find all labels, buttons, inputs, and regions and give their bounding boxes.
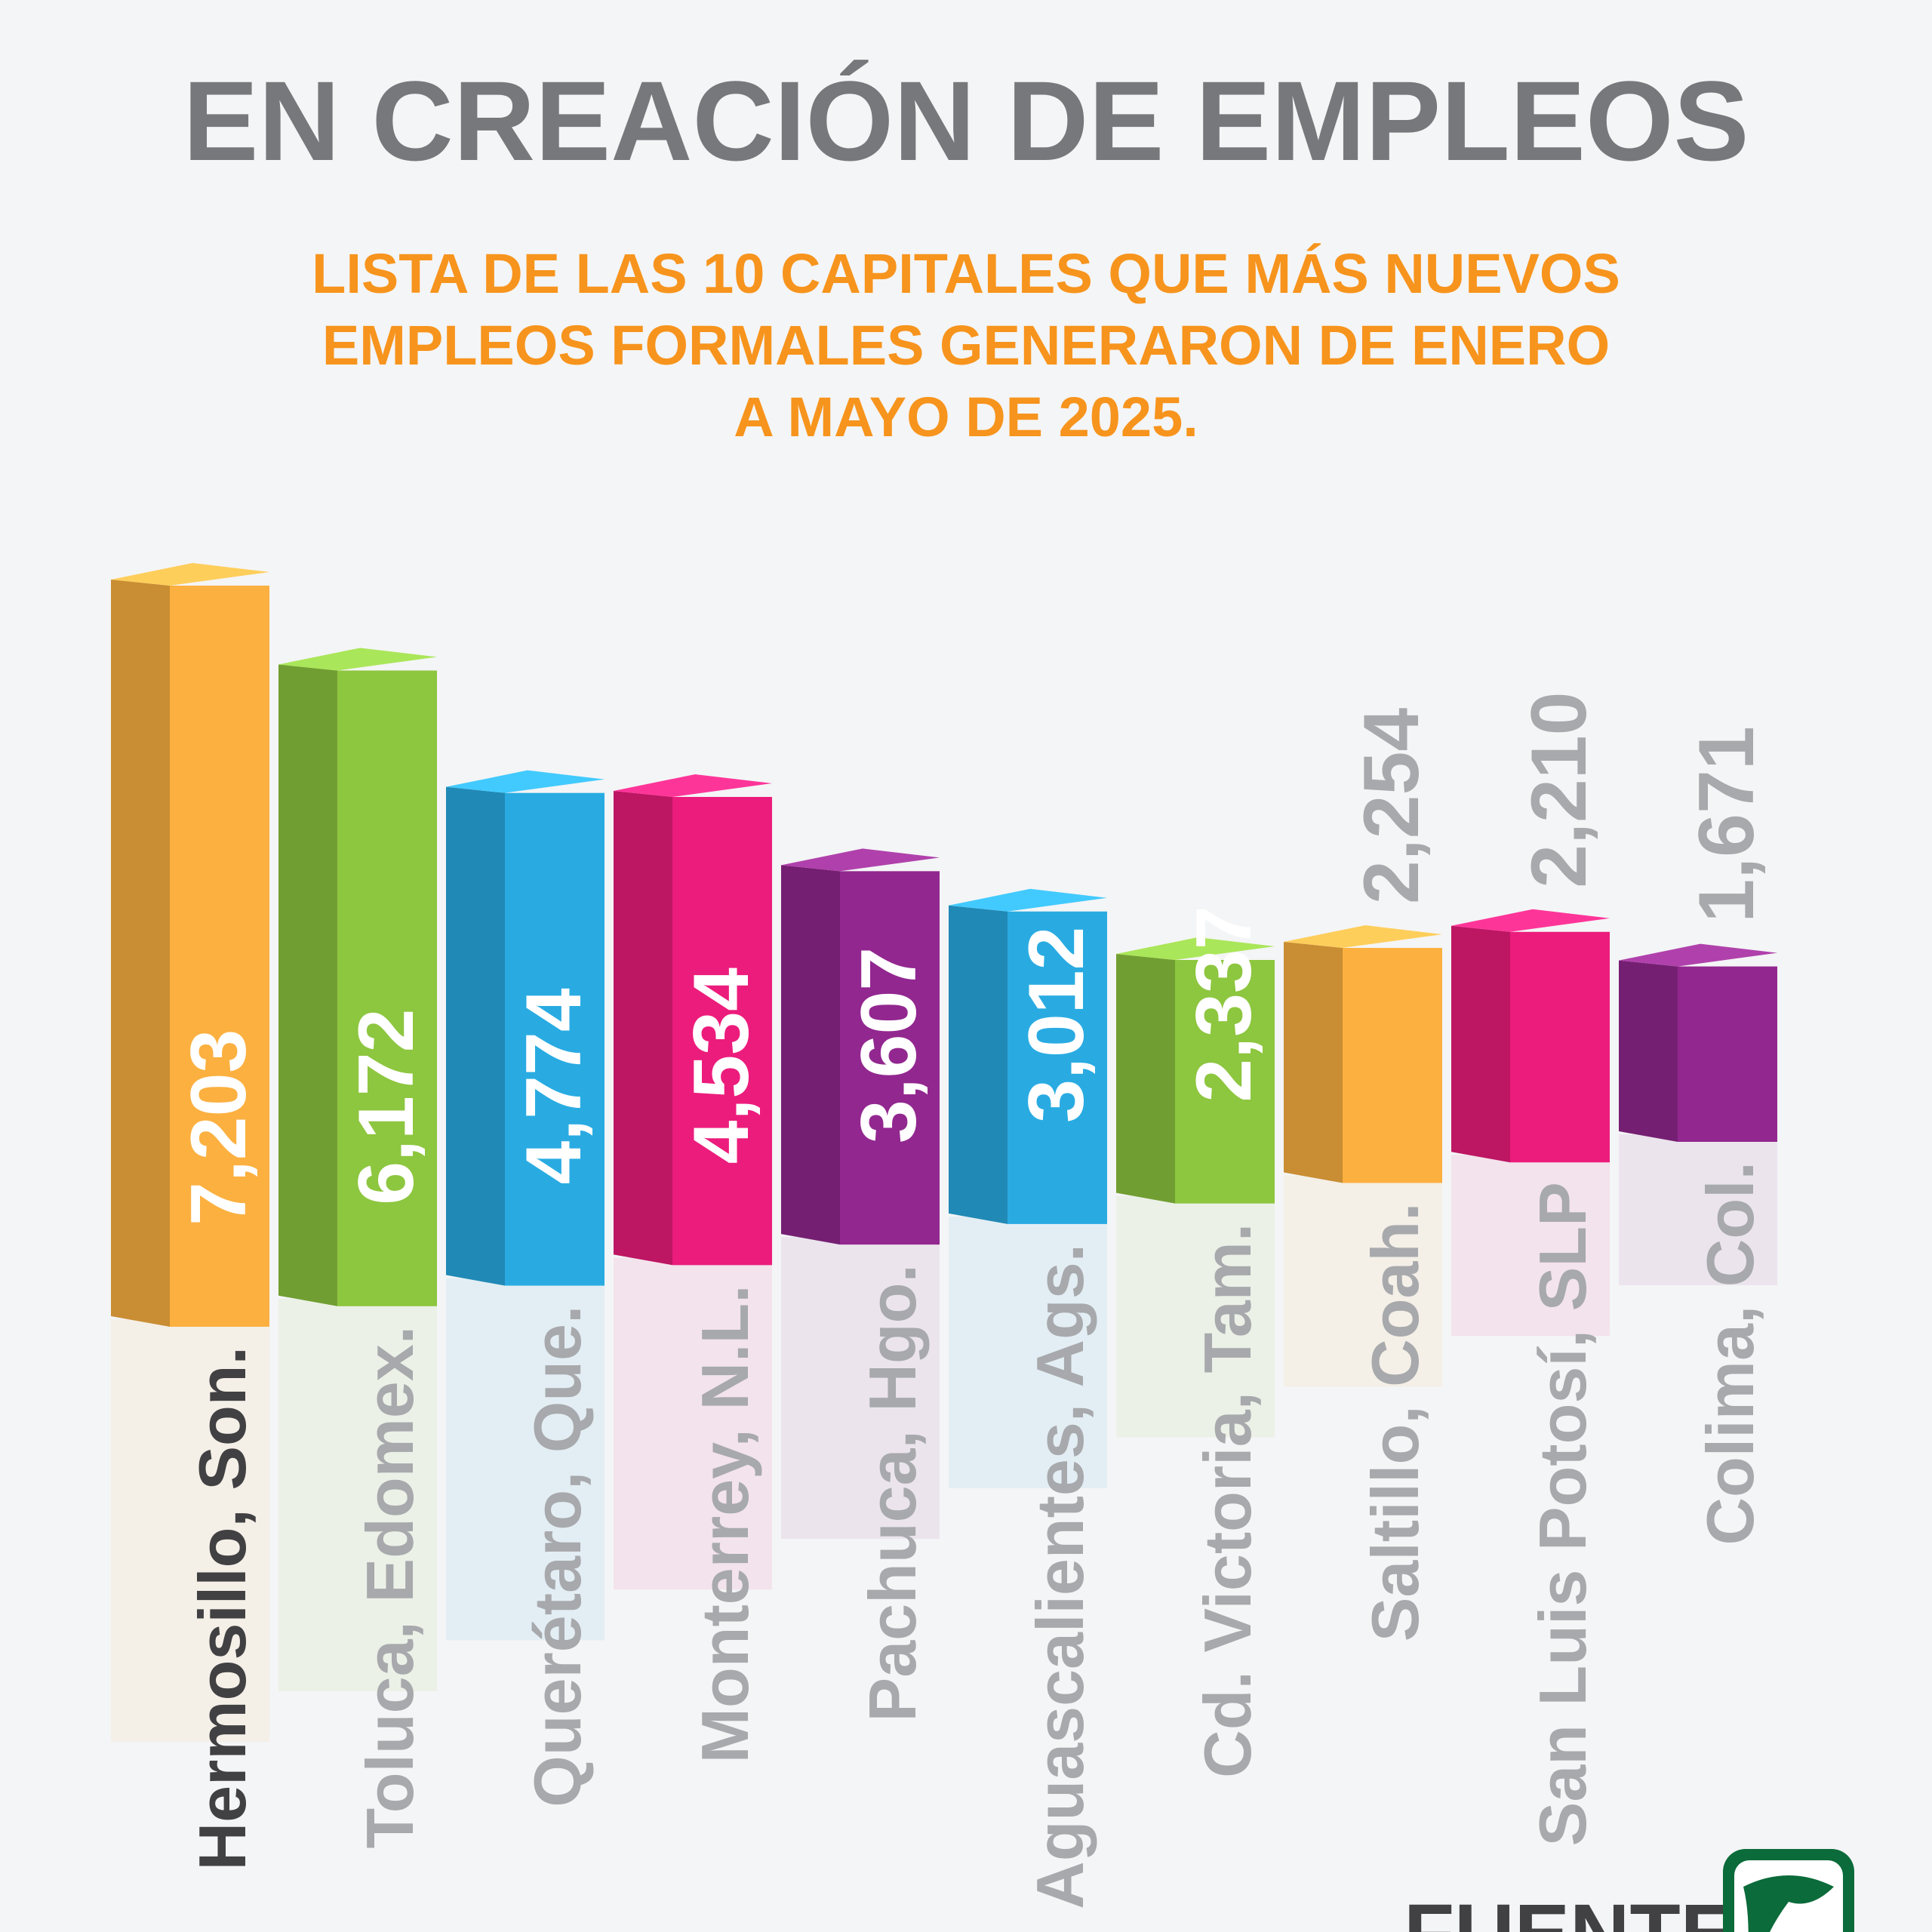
bar-side [781, 865, 840, 1245]
bar-front [672, 796, 772, 1266]
bar-front [505, 792, 605, 1286]
bar-top [446, 770, 605, 793]
reflection [614, 1257, 772, 1590]
bar-front [840, 871, 940, 1245]
bar-top [1451, 909, 1610, 932]
subtitle-line: A MAYO DE 2025. [734, 386, 1198, 448]
value-label: 4,774 [510, 988, 598, 1184]
bar-front [1510, 931, 1610, 1163]
subtitle-line: LISTA DE LAS 10 CAPITALES QUE MÁS NUEVOS [312, 242, 1620, 305]
bar-front [1175, 960, 1275, 1204]
reflection [1619, 1134, 1777, 1285]
bar-side [446, 786, 505, 1286]
bar-top [1619, 943, 1777, 967]
bar-top [1284, 925, 1442, 949]
reflection [1451, 1155, 1610, 1337]
bars: 7,203 Hermosillo, Son. 6,172 Toluca, Edomex… [111, 562, 1777, 1909]
category-label: Monterrey, N.L. [688, 1284, 762, 1763]
category-label: Cd. Victoria, Tam. [1190, 1223, 1265, 1778]
value-label: 3,012 [1013, 927, 1100, 1123]
reflection [111, 1319, 269, 1742]
value-label: 1,671 [1683, 726, 1770, 922]
bar-side [614, 790, 672, 1266]
value-label: 4,534 [678, 968, 765, 1164]
logo [1723, 1849, 1854, 1932]
value-label: 2,210 [1515, 692, 1603, 888]
bar-side [278, 664, 337, 1306]
category-label: Querétaro, Que. [520, 1306, 595, 1807]
bar-top [781, 848, 940, 872]
category-label: Colima, Col. [1693, 1161, 1767, 1546]
value-label: 2,337 [1180, 906, 1268, 1102]
reflection [949, 1216, 1107, 1488]
bar-front [1678, 966, 1777, 1142]
bar-top [111, 562, 269, 586]
reflection [446, 1278, 605, 1641]
subtitle-line: EMPLEOS FORMALES GENERARON DE ENERO [322, 314, 1610, 377]
bar-top [278, 648, 437, 671]
bar-front [1008, 911, 1107, 1224]
category-label: Pachuca, Hgo. [855, 1264, 930, 1721]
category-label: Toluca, Edomex. [352, 1326, 427, 1849]
bar-front [337, 670, 437, 1306]
category-label: Saltillo, Coah. [1358, 1202, 1432, 1641]
bar-side [949, 905, 1008, 1224]
logo-eagle [1743, 1875, 1834, 1932]
bar-side [1451, 925, 1510, 1163]
bar-front [1343, 948, 1442, 1183]
category-label: San Luis Potosí, SLP [1525, 1182, 1600, 1846]
bar-top [614, 774, 772, 797]
title-line: HERMOSILLO 1ER LUGAR [246, 0, 1686, 18]
bar-side [1116, 954, 1175, 1204]
value-label: 7,203 [175, 1029, 263, 1226]
title-line: EN CREACIÓN DE EMPLEOS [183, 57, 1749, 184]
reflection [278, 1298, 437, 1691]
bar-side [1619, 960, 1678, 1142]
category-label: Aguascalientes, Ags. [1023, 1244, 1097, 1909]
value-label: 2,254 [1348, 708, 1435, 904]
reflection [1116, 1195, 1275, 1438]
source: FUENTE [1404, 1887, 1736, 1932]
bar-side [111, 579, 170, 1327]
value-label: 3,607 [845, 947, 933, 1143]
bar-top [1116, 937, 1275, 961]
category-label: Hermosillo, Son. [185, 1346, 260, 1870]
value-label: 6,172 [343, 1009, 430, 1205]
bar-front [170, 585, 269, 1327]
reflection [781, 1237, 940, 1540]
bar-side [1284, 942, 1343, 1183]
bar-top [949, 888, 1107, 912]
reflection [1284, 1175, 1442, 1387]
